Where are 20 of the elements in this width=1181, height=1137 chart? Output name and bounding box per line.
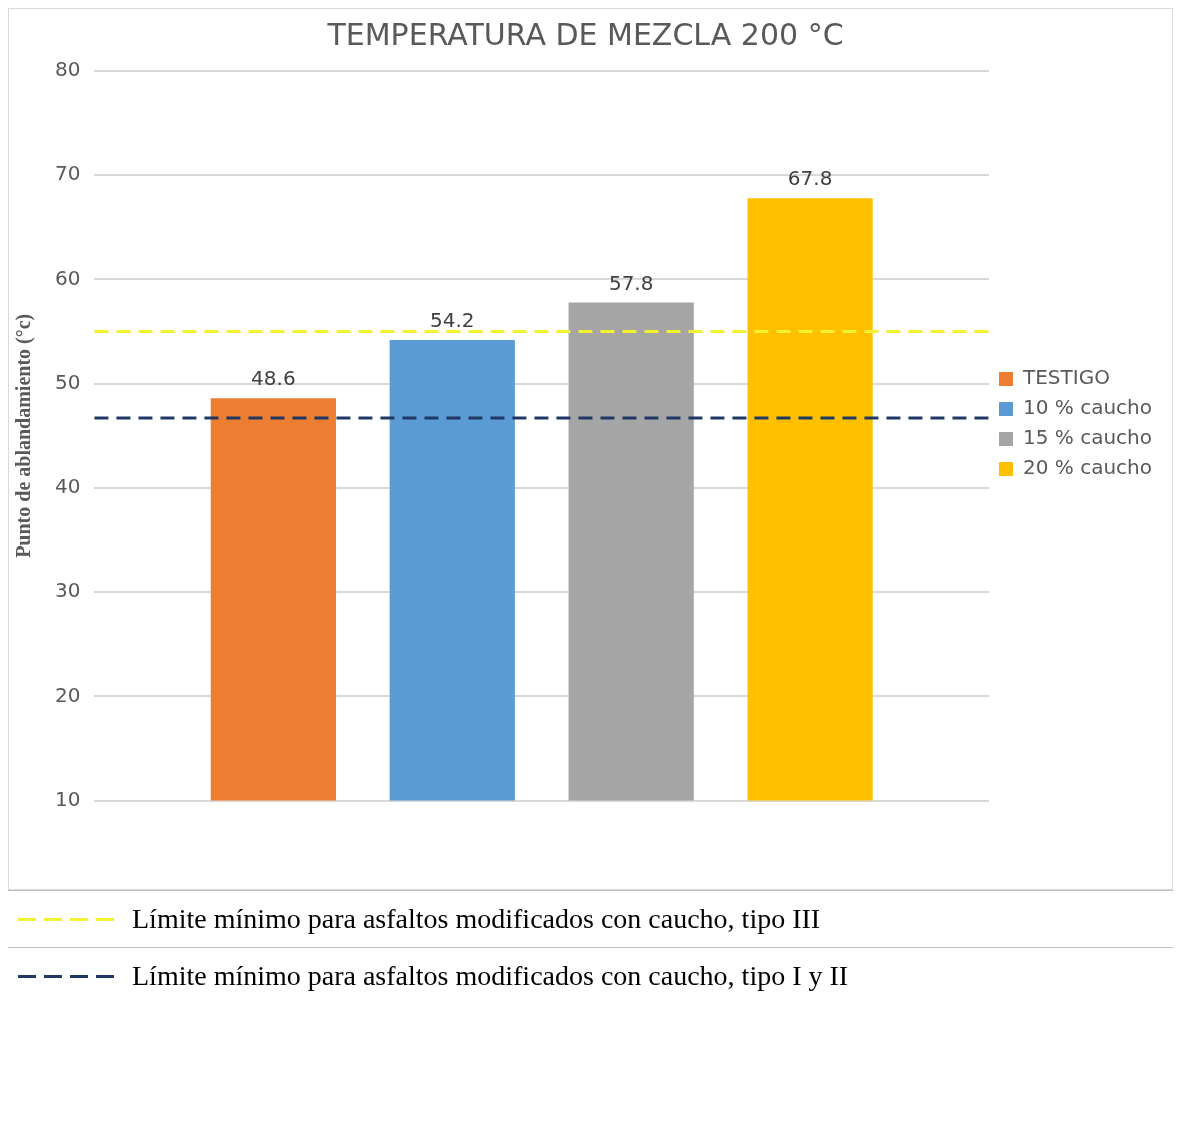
data-label: 67.8 [787,166,833,191]
legend-label: Límite mínimo para asfaltos modificados con caucho, tipo I y II [132,960,849,992]
y-tick-label: 40 [55,474,81,499]
legend-label: Límite mínimo para asfaltos modificados con caucho, tipo III [132,903,821,935]
legend-label: 15 % caucho [1023,425,1153,450]
data-label: 54.2 [430,308,475,333]
y-tick-label: 70 [55,161,81,186]
data-label: 57.8 [608,270,654,295]
data-label: 48.6 [251,366,296,391]
y-axis-title: Punto de ablandamiento (°c) [12,313,36,558]
y-tick-label: 20 [55,682,81,707]
legend-label: 20 % caucho [1023,455,1153,480]
y-tick-label: 10 [55,786,81,811]
y-tick-label: 80 [55,57,81,82]
legend-label: 10 % caucho [1023,395,1153,420]
legend-label: TESTIGO [1022,365,1110,390]
y-tick-label: 60 [55,265,81,290]
y-tick-label: 50 [55,369,81,394]
chart-title: TEMPERATURA DE MEZCLA 200 °C [326,16,844,52]
y-tick-label: 30 [55,578,81,603]
